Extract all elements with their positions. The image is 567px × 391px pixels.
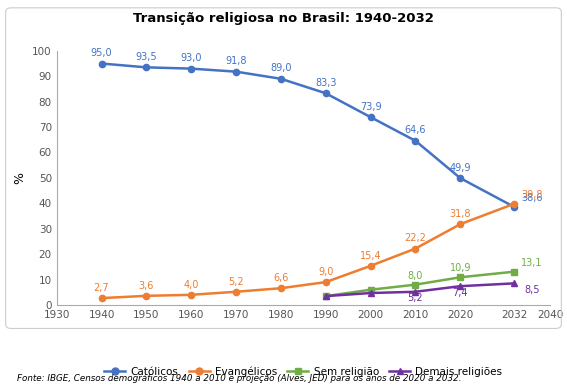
Text: Transição religiosa no Brasil: 1940-2032: Transição religiosa no Brasil: 1940-2032 [133, 12, 434, 25]
Text: 39,8: 39,8 [521, 190, 543, 200]
Text: 93,5: 93,5 [136, 52, 157, 62]
Text: Fonte: IBGE, Censos demográficos 1940 a 2010 e projeção (Alves, JED) para os ano: Fonte: IBGE, Censos demográficos 1940 a … [17, 374, 462, 383]
Text: 89,0: 89,0 [270, 63, 291, 73]
Text: 5,2: 5,2 [229, 277, 244, 287]
Text: 15,4: 15,4 [360, 251, 382, 261]
Text: 7,4: 7,4 [452, 288, 468, 298]
Text: 83,3: 83,3 [315, 78, 337, 88]
Y-axis label: %: % [14, 172, 27, 184]
Text: 10,9: 10,9 [450, 264, 471, 273]
Text: 31,8: 31,8 [450, 209, 471, 219]
Legend: Católicos, Evangélicos, Sem religião, Demais religiões: Católicos, Evangélicos, Sem religião, De… [100, 362, 506, 381]
Text: 64,6: 64,6 [405, 125, 426, 135]
Text: 13,1: 13,1 [521, 258, 543, 268]
Text: 5,2: 5,2 [408, 293, 424, 303]
Text: 4,0: 4,0 [184, 280, 199, 290]
Text: 8,0: 8,0 [408, 271, 423, 281]
Text: 22,2: 22,2 [404, 233, 426, 244]
Text: 8,5: 8,5 [524, 285, 540, 295]
Text: 49,9: 49,9 [450, 163, 471, 172]
Text: 6,6: 6,6 [273, 273, 289, 283]
Text: 38,6: 38,6 [521, 193, 543, 203]
Text: 73,9: 73,9 [360, 102, 382, 111]
Text: 2,7: 2,7 [94, 283, 109, 293]
Text: 91,8: 91,8 [225, 56, 247, 66]
Text: 93,0: 93,0 [180, 53, 202, 63]
Text: 9,0: 9,0 [318, 267, 333, 277]
Text: 3,6: 3,6 [139, 281, 154, 291]
Text: 95,0: 95,0 [91, 48, 112, 58]
